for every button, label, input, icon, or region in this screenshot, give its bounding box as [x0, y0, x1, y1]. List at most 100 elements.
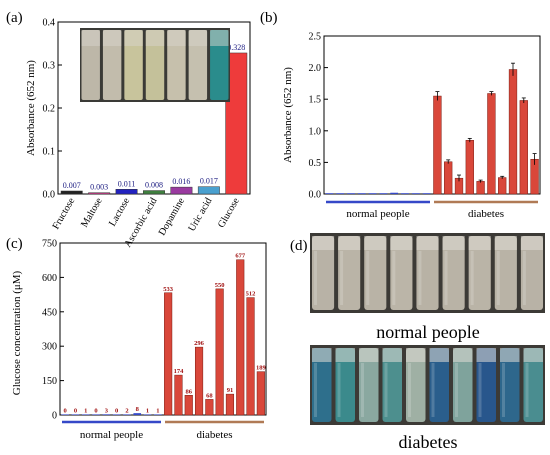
vial-cap-highlight — [442, 236, 465, 250]
vial — [359, 348, 379, 422]
chart-a: 0.0 0.1 0.2 0.3 0.4 Absorbance (652 nm) 0.007 F… — [25, 18, 251, 249]
data-label: 0 — [115, 407, 118, 414]
y-axis-label: Glucose concentration (μM) — [11, 270, 23, 395]
vial-glare — [431, 363, 435, 417]
vial-glare — [340, 251, 344, 305]
data-label: 677 — [235, 253, 246, 260]
vial — [364, 236, 387, 310]
bar — [184, 395, 193, 416]
y-tick-label: 2.5 — [309, 32, 322, 43]
vial-cap-highlight — [416, 236, 439, 250]
vial — [476, 348, 496, 422]
vial-glare — [470, 251, 474, 305]
bar — [401, 193, 409, 194]
vial-cap-highlight — [335, 348, 355, 362]
vial-glare — [408, 363, 411, 417]
vial-cap-highlight — [338, 236, 361, 250]
photo-panel-d: normal people diabetes — [310, 233, 545, 452]
vial-glare — [366, 251, 370, 305]
bar — [88, 192, 111, 195]
vial-glare — [337, 363, 341, 417]
vial — [338, 236, 361, 310]
data-label: 1 — [156, 407, 159, 414]
vial-cap-highlight — [468, 236, 491, 250]
x-tick-label: Glucose — [216, 196, 242, 230]
bar — [444, 161, 453, 195]
vial-glare — [478, 363, 482, 417]
vial — [102, 30, 122, 100]
vial-cap-highlight — [359, 348, 379, 362]
vial-cap-highlight — [406, 348, 426, 362]
y-tick-label: 600 — [42, 273, 57, 284]
data-label: 0.003 — [90, 183, 108, 192]
bar — [422, 193, 431, 194]
data-label: 174 — [174, 368, 185, 375]
vial — [210, 30, 229, 100]
vial — [167, 30, 186, 100]
data-label: 3 — [105, 407, 109, 414]
y-tick-label: 0.5 — [309, 158, 322, 169]
vial — [145, 30, 165, 100]
plot-frame-c — [59, 242, 267, 416]
plot-frame-b — [323, 35, 541, 195]
vial — [406, 348, 426, 422]
data-label: 91 — [227, 387, 234, 394]
data-label: 0.017 — [200, 177, 218, 186]
y-tick-label: 0.0 — [43, 190, 56, 201]
group-label: diabetes — [196, 429, 232, 441]
bar — [102, 414, 111, 415]
y-tick-label: 0.0 — [309, 190, 322, 201]
vial — [312, 348, 332, 422]
bar — [357, 193, 366, 194]
data-label: 0.328 — [227, 43, 245, 52]
vial — [500, 348, 520, 422]
group-label: normal people — [346, 208, 409, 220]
data-label: 296 — [194, 340, 205, 347]
bar — [143, 190, 165, 195]
vial-glare — [502, 363, 505, 417]
panel-label-d: (d) — [290, 238, 308, 254]
data-label: 0.016 — [172, 177, 190, 186]
vial-cap-highlight — [364, 236, 387, 250]
bar — [225, 52, 248, 195]
bar — [236, 259, 245, 416]
bar — [347, 193, 355, 194]
bar — [433, 95, 442, 195]
vial-cap-highlight — [167, 30, 186, 46]
y-axis-label: Absorbance (652 nm) — [25, 60, 37, 156]
bar — [215, 288, 224, 416]
vial — [468, 236, 491, 310]
bar — [519, 100, 528, 195]
bar — [325, 193, 334, 194]
data-label: 0 — [64, 407, 67, 414]
data-label: 0 — [74, 407, 77, 414]
bar — [508, 69, 518, 195]
vial-glare — [418, 251, 422, 305]
data-label: 0.007 — [63, 181, 81, 190]
vial-cap-highlight — [520, 236, 543, 250]
vial-cap-highlight — [523, 348, 543, 362]
vial — [429, 348, 449, 422]
bar — [205, 399, 214, 416]
x-tick-label: Uric acid — [186, 196, 214, 233]
chart-b: 0.0 0.5 1.0 1.5 2.0 2.5 Absorbance (652 nm) nor… — [282, 32, 541, 220]
vial — [382, 348, 402, 422]
y-tick-label: 450 — [42, 307, 57, 318]
vial-cap-highlight — [312, 348, 332, 362]
data-label: 8 — [136, 406, 140, 413]
vial-cap-highlight — [494, 236, 517, 250]
bar — [246, 297, 255, 416]
vial-cap-highlight — [453, 348, 473, 362]
vial — [416, 236, 439, 310]
vial-cap-highlight — [390, 236, 413, 250]
bar — [143, 414, 152, 415]
y-tick-label: 1.5 — [309, 95, 322, 106]
y-tick-label: 300 — [42, 342, 57, 353]
bar — [154, 414, 162, 415]
vial-cap-highlight — [476, 348, 496, 362]
y-tick-label: 0.3 — [43, 61, 56, 72]
vial — [390, 236, 413, 310]
bar — [465, 140, 474, 195]
y-tick-label: 750 — [42, 239, 57, 250]
vial-cap-highlight — [145, 30, 165, 46]
